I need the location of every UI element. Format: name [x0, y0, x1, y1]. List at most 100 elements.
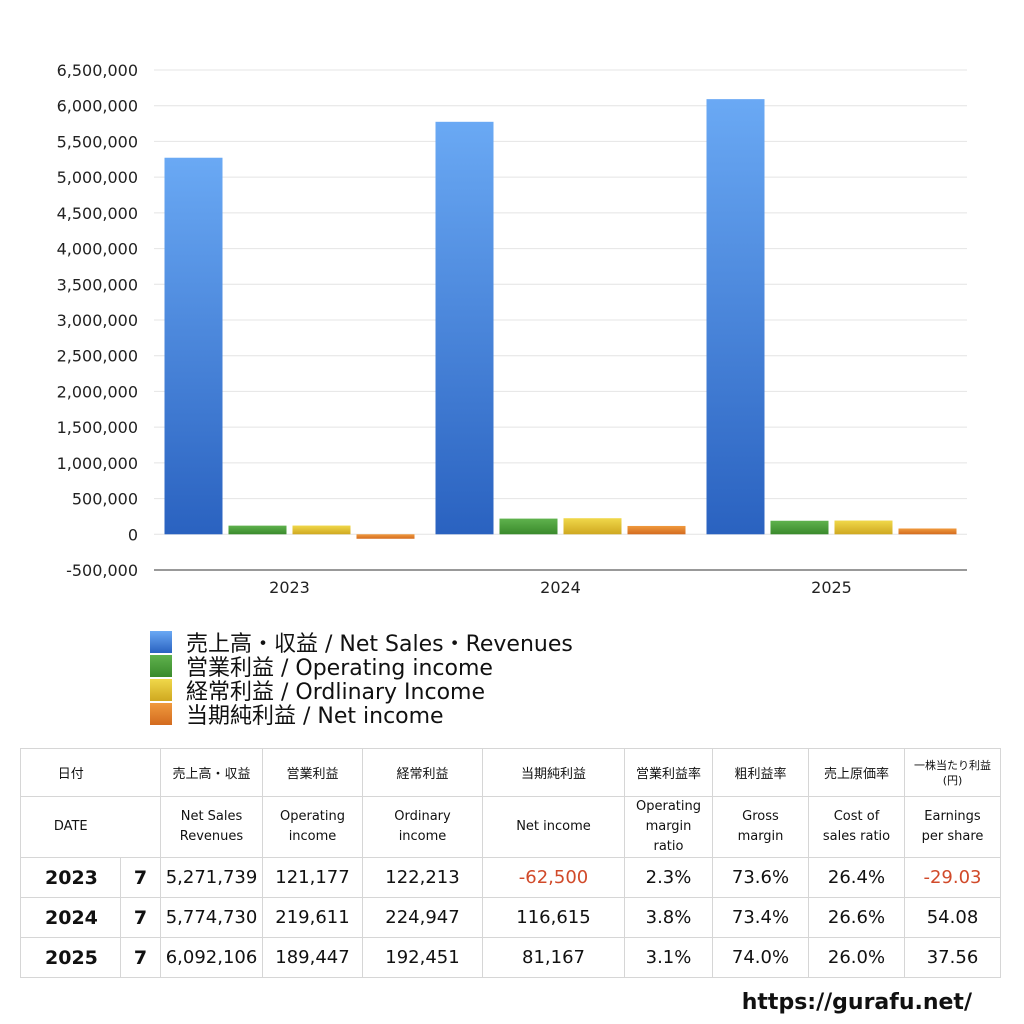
y-tick-label: 1,000,000 [57, 454, 138, 473]
cell-op: 121,177 [262, 857, 363, 898]
cell-year: 2023 [20, 857, 121, 898]
bar-2024-series-0 [435, 121, 494, 535]
cell-ord: 122,213 [362, 857, 483, 898]
cell-opm: 3.8% [624, 897, 713, 938]
cell-ord: 192,451 [362, 937, 483, 978]
cell-cost: 26.4% [808, 857, 905, 898]
header-cost-en: Cost of sales ratio [808, 796, 905, 858]
cell-opm: 3.1% [624, 937, 713, 978]
bar-2023-series-0 [164, 157, 223, 535]
bar-chart: 6,500,000 6,000,000 5,500,000 5,000,000 4,50… [57, 61, 967, 597]
bar-2025-series-3 [898, 528, 957, 535]
bar-2024-series-3 [627, 525, 686, 535]
cell-month: 7 [120, 937, 161, 978]
cell-eps: 37.56 [904, 937, 1001, 978]
y-tick-label: 3,500,000 [57, 275, 138, 294]
header-op-jp: 営業利益 [262, 748, 363, 797]
cell-net: 81,167 [482, 937, 625, 978]
cell-net: -62,500 [482, 857, 625, 898]
legend-item-ordinary-income: 経常利益 / Ordlinary Income [150, 678, 573, 705]
y-tick-label: 500,000 [72, 490, 138, 509]
header-date-jp: 日付 [20, 748, 121, 797]
table-row: 2025 7 6,092,106 189,447 192,451 81,167 … [20, 937, 1001, 978]
header-gross-jp: 粗利益率 [712, 748, 809, 797]
cell-gross: 73.6% [712, 857, 809, 898]
cell-op: 219,611 [262, 897, 363, 938]
cell-ord: 224,947 [362, 897, 483, 938]
bar-2024-series-1 [499, 518, 558, 535]
table-header-en: DATE Net Sales Revenues Operating income O… [20, 796, 1001, 858]
legend-swatch-net-income [150, 703, 172, 725]
legend-swatch-ordinary-income [150, 679, 172, 701]
y-tick-label: 3,000,000 [57, 311, 138, 330]
table-header-jp: 日付 売上高・収益 営業利益 経常利益 当期純利益 営業利益率 粗利益率 売上原… [20, 748, 1001, 797]
x-category-label: 2025 [811, 578, 852, 597]
cell-sales: 5,271,739 [160, 857, 263, 898]
header-eps-en: Earnings per share [904, 796, 1001, 858]
cell-gross: 74.0% [712, 937, 809, 978]
bar-2025-series-2 [834, 520, 893, 535]
cell-op: 189,447 [262, 937, 363, 978]
cell-year: 2024 [20, 897, 121, 938]
legend-label-net-income: 当期純利益 / Net income [186, 704, 444, 729]
bars [164, 99, 957, 539]
bar-2025-series-0 [706, 99, 765, 535]
cell-eps: -29.03 [904, 857, 1001, 898]
header-sales-jp: 売上高・収益 [160, 748, 263, 797]
cell-month: 7 [120, 857, 161, 898]
cell-sales: 6,092,106 [160, 937, 263, 978]
legend-swatch-operating-income [150, 655, 172, 677]
bar-2023-series-1 [228, 525, 287, 535]
header-net-en: Net income [482, 796, 625, 858]
cell-net: 116,615 [482, 897, 625, 938]
header-net-jp: 当期純利益 [482, 748, 625, 797]
cell-opm: 2.3% [624, 857, 713, 898]
y-tick-label: 4,000,000 [57, 240, 138, 259]
header-eps-jp: 一株当たり利益 (円) [904, 748, 1001, 797]
bar-2023-series-2 [292, 525, 351, 535]
header-ord-en: Ordinary income [362, 796, 483, 858]
y-tick-label: 5,000,000 [57, 168, 138, 187]
y-tick-label: 5,500,000 [57, 132, 138, 151]
header-month-blank-en [120, 796, 161, 858]
header-date-en: DATE [20, 796, 121, 858]
y-tick-label: 0 [128, 525, 138, 544]
y-tick-label: 6,500,000 [57, 61, 138, 80]
table-row: 2023 7 5,271,739 121,177 122,213 -62,500… [20, 857, 1001, 898]
site-url[interactable]: https://gurafu.net/ [741, 990, 972, 1015]
cell-gross: 73.4% [712, 897, 809, 938]
y-tick-label: 4,500,000 [57, 204, 138, 223]
bar-2024-series-2 [563, 518, 622, 535]
header-sales-en: Net Sales Revenues [160, 796, 263, 858]
y-tick-label: 2,500,000 [57, 347, 138, 366]
x-category-label: 2024 [540, 578, 581, 597]
header-op-en: Operating income [262, 796, 363, 858]
cell-year: 2025 [20, 937, 121, 978]
header-opm-en: Operating margin ratio [624, 796, 713, 858]
legend-label-operating-income: 営業利益 / Operating income [186, 656, 493, 681]
y-tick-label: 6,000,000 [57, 97, 138, 116]
bar-2023-series-3 [356, 534, 415, 539]
header-gross-en: Gross margin [712, 796, 809, 858]
grid-lines [154, 69, 967, 571]
legend: 売上高・収益 / Net Sales・Revenues 営業利益 / Opera… [150, 630, 573, 729]
header-opm-jp: 営業利益率 [624, 748, 713, 797]
legend-label-ordinary-income: 経常利益 / Ordlinary Income [186, 680, 485, 705]
cell-eps: 54.08 [904, 897, 1001, 938]
legend-swatch-net-sales [150, 631, 172, 653]
x-category-label: 2023 [269, 578, 310, 597]
financial-table: 日付 売上高・収益 営業利益 経常利益 当期純利益 営業利益率 粗利益率 売上原… [20, 748, 1001, 978]
y-tick-label: 2,000,000 [57, 382, 138, 401]
header-month-blank [120, 748, 161, 797]
legend-item-net-sales: 売上高・収益 / Net Sales・Revenues [150, 630, 573, 657]
y-tick-label: -500,000 [66, 561, 138, 580]
legend-item-net-income: 当期純利益 / Net income [150, 702, 573, 729]
cell-cost: 26.6% [808, 897, 905, 938]
y-axis-ticks: 6,500,000 6,000,000 5,500,000 5,000,000 4,50… [57, 61, 138, 580]
header-cost-jp: 売上原価率 [808, 748, 905, 797]
legend-item-operating-income: 営業利益 / Operating income [150, 654, 573, 681]
table-row: 2024 7 5,774,730 219,611 224,947 116,615… [20, 897, 1001, 938]
cell-sales: 5,774,730 [160, 897, 263, 938]
header-ord-jp: 経常利益 [362, 748, 483, 797]
bar-2025-series-1 [770, 520, 829, 535]
